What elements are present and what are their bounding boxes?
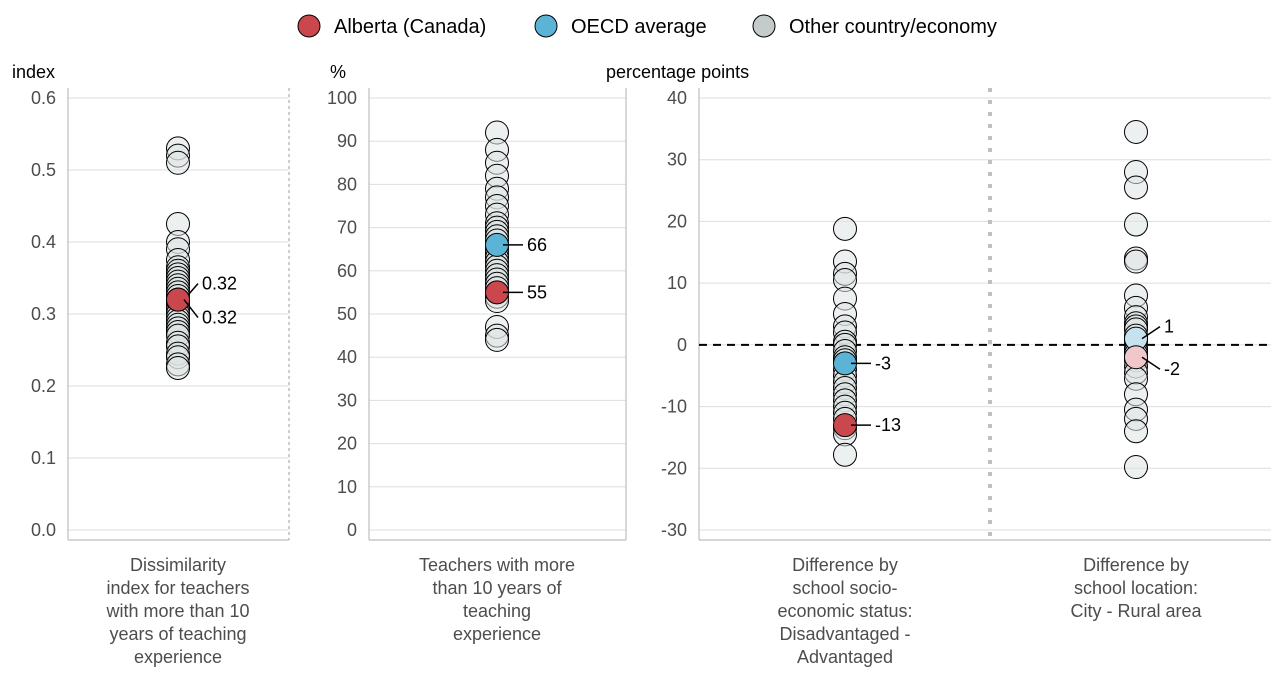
y-tick-label: -20 [661,458,687,478]
y-tick-label: 50 [337,304,357,324]
axis-unit-label: percentage points [606,62,749,82]
legend-marker-oecd [534,14,558,38]
y-tick-label: 0.5 [31,160,56,180]
data-point-other-country [1124,175,1148,200]
data-point-other-country [1124,119,1148,144]
data-point-other-country [166,356,190,380]
y-tick-label: 30 [337,390,357,410]
data-point-other-country [1124,419,1148,444]
x-category-label: experience [134,647,222,667]
y-tick-label: 70 [337,218,357,238]
x-category-label: Disadvantaged - [779,624,910,644]
x-category-label: years of teaching [109,624,246,644]
y-tick-label: 0 [347,520,357,540]
data-label-alberta: 55 [527,282,547,302]
x-category-label: economic status: [777,601,912,621]
x-category-label: Teachers with more [419,555,575,575]
data-label-oecd-average: 0.32 [202,274,237,294]
y-tick-label: -10 [661,397,687,417]
x-category-label: index for teachers [106,578,249,598]
axis-unit-label: % [330,62,346,82]
data-point-other-country [1124,249,1148,274]
data-point-alberta [1124,345,1148,370]
data-point-other-country [485,327,509,352]
y-tick-label: 90 [337,131,357,151]
y-tick-label: 0.6 [31,88,56,108]
data-label-alberta: -13 [875,415,901,435]
x-category-label: experience [453,624,541,644]
data-point-alberta [166,287,190,312]
y-tick-label: 40 [667,88,687,108]
axis-unit-label: index [12,62,55,82]
data-label-leader [183,299,199,319]
y-tick-label: 30 [667,150,687,170]
data-point-other-country [833,216,857,241]
y-tick-label: 0.3 [31,304,56,324]
x-category-label: school location: [1074,578,1198,598]
data-label-alberta: 0.32 [202,308,237,328]
y-tick-label: 20 [337,434,357,454]
y-tick-label: 100 [327,88,357,108]
chart-panels: 0.0 0.1 0.2 0.3 0.4 0.5 0.6 index 0.32 0.32 Dissim… [12,62,1271,667]
x-category-label: Dissimilarity [130,555,226,575]
y-tick-label: 40 [337,347,357,367]
data-point-other-country [833,442,857,467]
data-point-other-country [1124,455,1148,480]
data-label-leader [1141,326,1161,340]
y-tick-label: 60 [337,261,357,281]
y-tick-label: 10 [337,477,357,497]
y-tick-label: 10 [667,273,687,293]
data-point-other-country [1124,212,1148,237]
y-tick-label: 0.0 [31,520,56,540]
data-point-other-country [166,150,190,175]
x-category-label: Advantaged [797,647,893,667]
data-label-oecd-average: 1 [1164,317,1174,337]
legend-label-other: Other country/economy [789,16,997,38]
x-category-label: Difference by [792,555,898,575]
y-tick-label: 20 [667,211,687,231]
y-tick-label: 80 [337,174,357,194]
x-category-label: school socio- [792,578,897,598]
y-tick-label: 0 [677,335,687,355]
y-tick-label: 0.1 [31,448,56,468]
data-label-alberta: -2 [1164,359,1180,379]
data-label-oecd-average: -3 [875,353,891,373]
legend: Alberta (Canada) OECD average Other coun… [297,14,997,38]
x-category-label: teaching [463,601,531,621]
legend-marker-other [752,14,776,38]
x-category-label: City - Rural area [1070,601,1202,621]
data-label-oecd-average: 66 [527,235,547,255]
x-category-label: Difference by [1083,555,1189,575]
x-category-label: than 10 years of [432,578,562,598]
legend-marker-alberta [297,14,321,38]
y-tick-label: 0.4 [31,232,56,252]
legend-label-alberta: Alberta (Canada) [334,16,486,38]
y-tick-label: 0.2 [31,376,56,396]
x-category-label: with more than 10 [105,601,249,621]
data-label-leader [1141,356,1161,370]
y-tick-label: -30 [661,520,687,540]
legend-label-oecd: OECD average [571,16,707,38]
